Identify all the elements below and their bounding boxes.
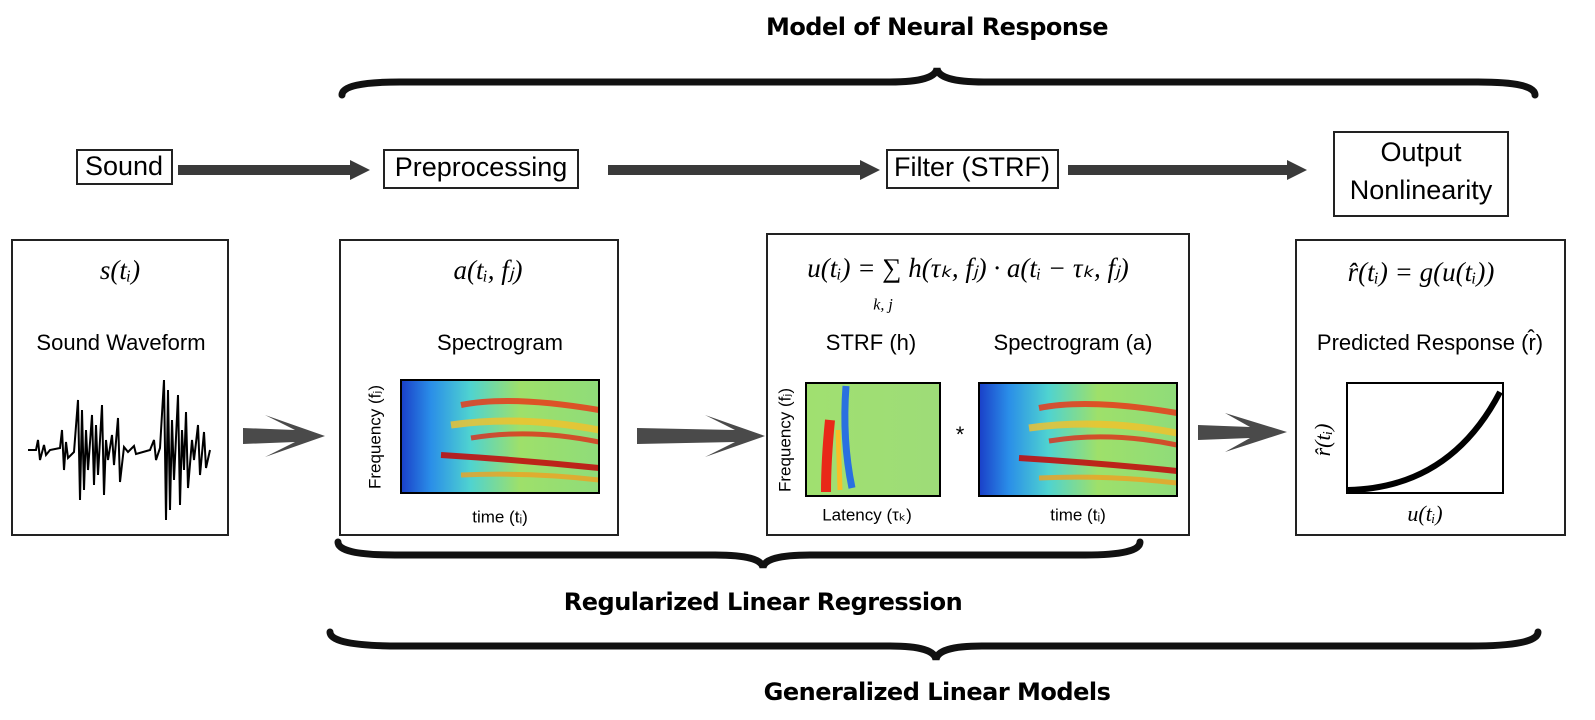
formula: u(tᵢ) = ∑ h(τₖ, fⱼ) · a(tᵢ − τₖ, fⱼ): [807, 253, 1128, 283]
formula-index: k, j: [873, 297, 893, 314]
panel-label: Predicted Response (r̂): [1317, 330, 1543, 355]
glm-label: Generalized Linear Models: [764, 678, 1111, 706]
spectrogram-image: [401, 380, 599, 493]
stage-label: Filter (STRF): [894, 152, 1050, 182]
diagram: Model of Neural Response Sound Preproces…: [0, 0, 1595, 720]
axis-label: Frequency (fⱼ): [365, 385, 384, 489]
axis-label: r̂(tᵢ): [1310, 424, 1335, 457]
strf-image: [806, 383, 940, 496]
title: Model of Neural Response: [766, 13, 1108, 41]
plot-frame: [1347, 383, 1503, 493]
panel-label: STRF (h): [826, 330, 916, 355]
big-arrow: [243, 415, 325, 457]
formula: s(tᵢ): [100, 255, 140, 285]
stage-label: Nonlinearity: [1350, 175, 1493, 205]
formula: a(tᵢ, fⱼ): [454, 255, 523, 285]
big-arrow: [1198, 413, 1287, 452]
axis-label: time (tᵢ): [472, 507, 528, 526]
panel-label: Spectrogram (a): [994, 330, 1153, 355]
nonlinearity-curve: [1348, 392, 1500, 490]
panel-label: Sound Waveform: [36, 330, 205, 355]
axis-label: time (tᵢ): [1050, 505, 1106, 524]
operator: *: [956, 422, 965, 447]
stage-arrows: [178, 160, 1307, 180]
axis-label: Frequency (fⱼ): [775, 388, 794, 492]
formula: r̂(tᵢ) = g(u(tᵢ)): [1348, 257, 1495, 287]
axis-label: u(tᵢ): [1407, 501, 1442, 526]
stage-label: Output: [1380, 137, 1462, 167]
regression-brace: [338, 542, 1140, 568]
spectrogram-image: [979, 383, 1177, 496]
axis-label: Latency (τₖ): [822, 505, 912, 524]
top-brace: [342, 68, 1535, 95]
stage-label: Preprocessing: [395, 152, 568, 182]
big-arrow: [637, 415, 765, 457]
panel-label: Spectrogram: [437, 330, 563, 355]
regression-label: Regularized Linear Regression: [564, 588, 962, 616]
waveform: [28, 380, 210, 520]
glm-brace: [330, 632, 1538, 660]
stage-label: Sound: [85, 151, 163, 181]
